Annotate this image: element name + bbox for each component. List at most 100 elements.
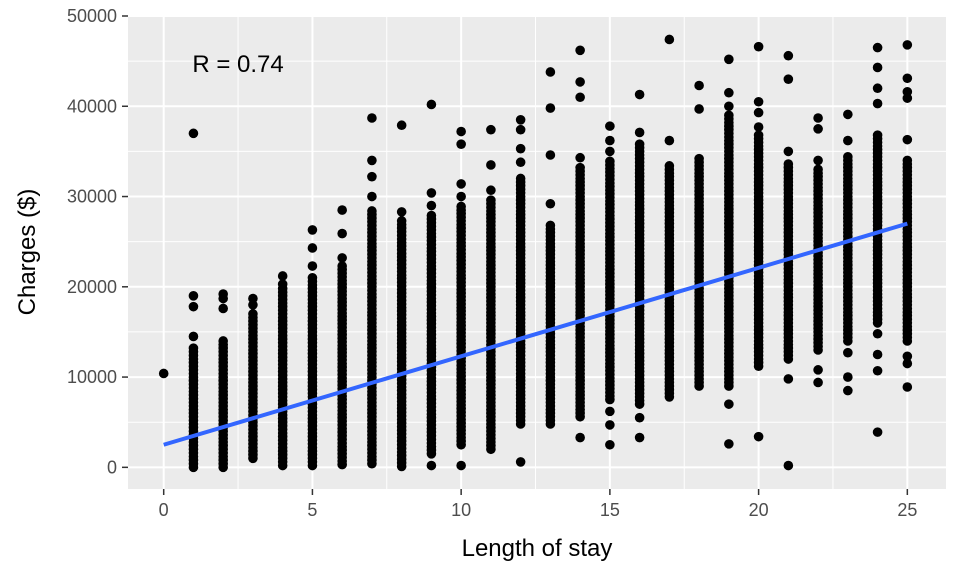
data-point — [367, 206, 377, 216]
data-point — [396, 207, 407, 217]
data-point — [902, 93, 913, 103]
data-point — [515, 143, 526, 154]
data-point — [872, 42, 883, 53]
data-point — [843, 347, 853, 358]
data-point — [634, 89, 645, 100]
data-point — [872, 328, 883, 339]
data-point — [664, 161, 675, 171]
x-tick-label: 0 — [159, 500, 169, 520]
data-point — [575, 45, 585, 56]
data-point — [783, 460, 794, 471]
data-point — [724, 87, 734, 98]
data-point — [872, 427, 883, 437]
data-point — [813, 365, 823, 375]
data-point — [515, 157, 526, 168]
data-point — [307, 225, 318, 235]
data-point — [575, 92, 585, 103]
data-point — [188, 291, 199, 301]
data-point — [337, 261, 347, 271]
data-point — [277, 279, 288, 289]
data-point — [843, 135, 853, 146]
data-point — [515, 457, 526, 467]
data-point — [664, 135, 675, 146]
data-point — [307, 272, 318, 283]
data-point — [188, 331, 199, 342]
data-point — [664, 34, 675, 45]
data-point — [575, 152, 585, 163]
data-point — [367, 113, 377, 123]
data-point — [545, 150, 556, 160]
data-point — [872, 98, 883, 109]
data-point — [456, 179, 466, 189]
data-point — [188, 301, 199, 312]
data-point — [813, 113, 823, 123]
data-point — [724, 101, 734, 112]
data-point — [367, 191, 377, 202]
data-point — [605, 439, 615, 450]
data-point — [753, 96, 764, 107]
x-axis-ticks: 0 5 10 15 20 25 — [159, 489, 917, 520]
x-tick-label: 25 — [897, 500, 917, 520]
data-point — [396, 216, 407, 226]
data-point — [396, 120, 407, 131]
x-tick-label: 5 — [307, 500, 317, 520]
data-point — [575, 162, 585, 173]
data-point — [426, 188, 437, 198]
data-point — [753, 431, 764, 442]
data-point — [753, 41, 764, 52]
data-point — [545, 198, 556, 209]
y-tick-label: 20000 — [67, 277, 117, 297]
data-point — [813, 124, 823, 134]
data-point — [843, 385, 853, 396]
y-axis-ticks: 0 10000 20000 30000 40000 50000 — [67, 6, 128, 477]
data-point — [902, 382, 913, 392]
data-point — [843, 109, 853, 120]
data-points — [158, 34, 913, 473]
data-point — [515, 115, 526, 125]
data-point — [456, 201, 466, 212]
data-point — [813, 377, 823, 388]
data-point — [248, 300, 258, 310]
data-point — [545, 220, 556, 231]
data-point — [367, 171, 377, 182]
data-point — [783, 146, 794, 157]
data-point — [575, 77, 585, 87]
data-point — [902, 73, 913, 84]
data-point — [486, 124, 496, 135]
y-tick-label: 40000 — [67, 96, 117, 116]
data-point — [426, 460, 437, 471]
data-point — [872, 130, 883, 140]
data-point — [456, 460, 466, 471]
data-point — [694, 104, 704, 114]
data-point — [605, 406, 615, 417]
data-point — [218, 303, 228, 314]
data-point — [337, 205, 347, 215]
data-point — [158, 368, 169, 379]
data-point — [634, 432, 645, 443]
data-point — [307, 243, 318, 253]
minor-grid — [128, 16, 946, 489]
data-point — [902, 351, 913, 362]
data-point — [902, 40, 913, 50]
data-point — [337, 253, 347, 263]
data-point — [813, 155, 823, 166]
data-point — [634, 127, 645, 138]
data-point — [218, 336, 228, 346]
data-point — [902, 358, 913, 369]
data-point — [456, 139, 466, 149]
data-point — [605, 121, 615, 131]
data-point — [605, 420, 615, 430]
data-point — [277, 271, 288, 281]
data-point — [724, 439, 734, 449]
data-point — [634, 412, 645, 423]
data-point — [367, 155, 377, 166]
data-point — [515, 173, 526, 184]
data-point — [783, 159, 794, 169]
data-point — [843, 372, 853, 382]
data-point — [872, 83, 883, 94]
data-point — [872, 62, 883, 73]
y-tick-label: 30000 — [67, 187, 117, 207]
data-point — [486, 160, 496, 170]
data-point — [872, 365, 883, 376]
data-point — [753, 130, 764, 140]
